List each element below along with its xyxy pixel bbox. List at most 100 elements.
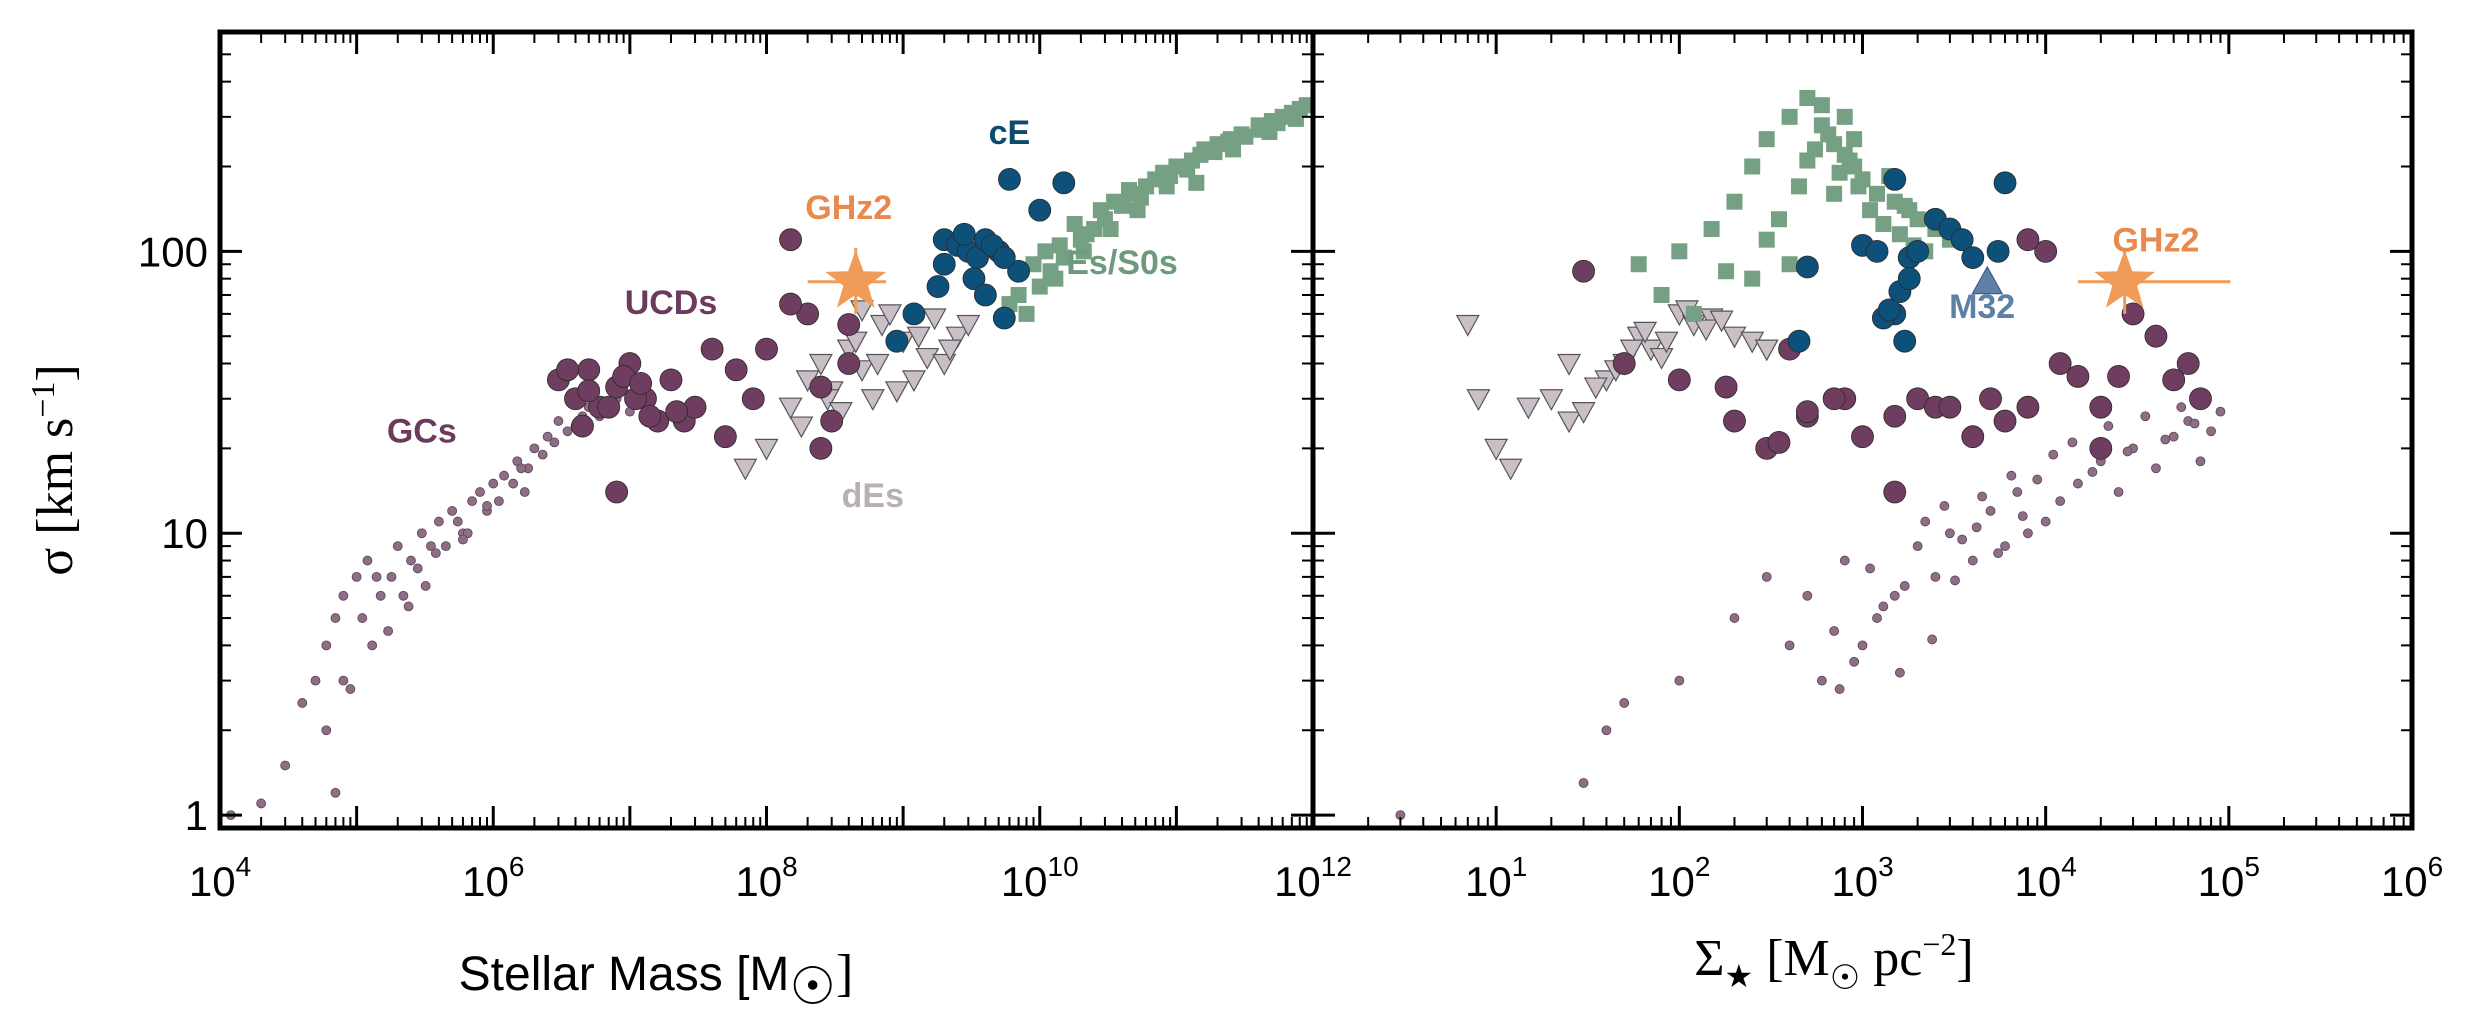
- point-gcs: [2067, 437, 2078, 448]
- x-tick-base: 10: [2015, 858, 2062, 905]
- y-axis-title-end: ]: [27, 364, 84, 381]
- x-tick-label: 103: [1831, 851, 1893, 905]
- x-tick-label: 101: [1465, 851, 1527, 905]
- point-gcs: [1729, 613, 1740, 623]
- point-es-s0s: [1078, 226, 1095, 243]
- point-gcs: [310, 675, 321, 686]
- point-gcs: [1950, 575, 1960, 586]
- point-m32: [1971, 265, 2004, 295]
- point-es-s0s: [1862, 202, 1879, 219]
- point-es-s0s: [1841, 152, 1858, 169]
- point-ce: [1877, 298, 1901, 322]
- series-ucds: [1572, 228, 2212, 504]
- point-gcs: [2032, 474, 2043, 485]
- point-des: [1754, 339, 1779, 362]
- x-tick-label: 102: [1648, 851, 1710, 905]
- point-gcs: [2012, 487, 2023, 497]
- point-gcs: [2048, 449, 2059, 460]
- y-axis-title-exp: −1: [25, 382, 62, 418]
- series-ucds: [547, 228, 861, 504]
- point-es-s0s: [1685, 305, 1702, 322]
- point-ucds: [779, 292, 802, 316]
- point-gcs: [2206, 426, 2216, 437]
- point-des: [1619, 339, 1644, 362]
- point-gcs: [416, 528, 427, 539]
- point-des: [956, 314, 981, 337]
- point-des: [1557, 353, 1582, 376]
- point-ucds: [577, 379, 601, 403]
- x-tick-base: 10: [2198, 858, 2245, 905]
- point-gcs: [330, 787, 341, 798]
- point-des: [906, 326, 931, 349]
- point-des: [1709, 310, 1734, 333]
- point-ce: [962, 267, 986, 291]
- point-gcs: [426, 541, 436, 552]
- x-axis-title-right-exp: −2: [1922, 926, 1956, 962]
- point-ce: [926, 275, 950, 298]
- point-ucds: [2121, 302, 2145, 326]
- point-es-s0s: [1799, 89, 1816, 106]
- point-ucds: [638, 404, 662, 428]
- point-ucds: [597, 395, 621, 419]
- ghz2-star: [2094, 249, 2156, 308]
- point-gcs: [256, 798, 267, 809]
- point-ce: [902, 302, 926, 326]
- point-des: [1484, 438, 1509, 461]
- point-es-s0s: [1092, 202, 1109, 219]
- point-ce: [1795, 255, 1819, 279]
- x-tick-exp: 5: [2244, 851, 2260, 882]
- point-gcs: [1872, 613, 1882, 623]
- point-es-s0s: [1758, 231, 1775, 248]
- point-des: [1557, 411, 1582, 434]
- point-gcs: [1578, 778, 1589, 788]
- point-es-s0s: [1781, 256, 1798, 273]
- point-es-s0s: [1653, 287, 1670, 304]
- point-gcs: [338, 675, 349, 686]
- point-ucds: [837, 352, 861, 375]
- point-gcs: [1993, 548, 2004, 559]
- point-es-s0s: [1237, 128, 1254, 145]
- point-ucds: [556, 358, 579, 382]
- point-gcs: [2215, 406, 2226, 417]
- point-ce: [1028, 198, 1052, 222]
- point-ucds: [1883, 404, 1907, 428]
- point-es-s0s: [1726, 193, 1743, 210]
- point-ce: [973, 283, 997, 307]
- point-ucds: [1883, 480, 1907, 504]
- point-ce: [952, 222, 976, 246]
- point-es-s0s: [1075, 243, 1092, 260]
- annotation-m32: M32: [1949, 288, 2015, 326]
- x-axis-title-left: Stellar Mass [M☉]: [459, 945, 854, 1016]
- point-ucds: [2048, 352, 2072, 375]
- point-ucds: [1667, 368, 1691, 392]
- point-es-s0s: [1630, 256, 1647, 273]
- point-gcs: [2160, 434, 2171, 445]
- point-gcs: [383, 626, 394, 636]
- point-gcs: [2189, 418, 2200, 429]
- point-gcs: [2023, 528, 2033, 539]
- point-ce: [1893, 329, 1917, 353]
- point-ucds: [2107, 365, 2130, 388]
- point-gcs: [321, 725, 332, 736]
- point-gcs: [2006, 470, 2017, 481]
- point-ucds: [837, 313, 861, 336]
- point-gcs: [2140, 411, 2151, 422]
- point-ucds: [629, 372, 653, 395]
- point-ce: [1897, 267, 1921, 291]
- x-tick-base: 10: [1274, 858, 1321, 905]
- point-gcs: [1899, 581, 1910, 591]
- x-tick-label: 1012: [1274, 851, 1352, 905]
- point-des: [808, 353, 833, 376]
- point-gcs: [475, 487, 485, 497]
- x-tick-base: 10: [1465, 858, 1512, 905]
- point-ucds: [2144, 324, 2168, 348]
- point-ucds: [2162, 368, 2186, 392]
- point-des: [922, 308, 947, 331]
- point-des: [1583, 377, 1608, 400]
- x-tick-label: 108: [735, 851, 797, 905]
- point-ucds: [1979, 387, 2002, 411]
- annotation-gcs: GCs: [387, 412, 457, 450]
- point-es-s0s: [1846, 131, 1863, 148]
- point-es-s0s: [1047, 270, 1064, 287]
